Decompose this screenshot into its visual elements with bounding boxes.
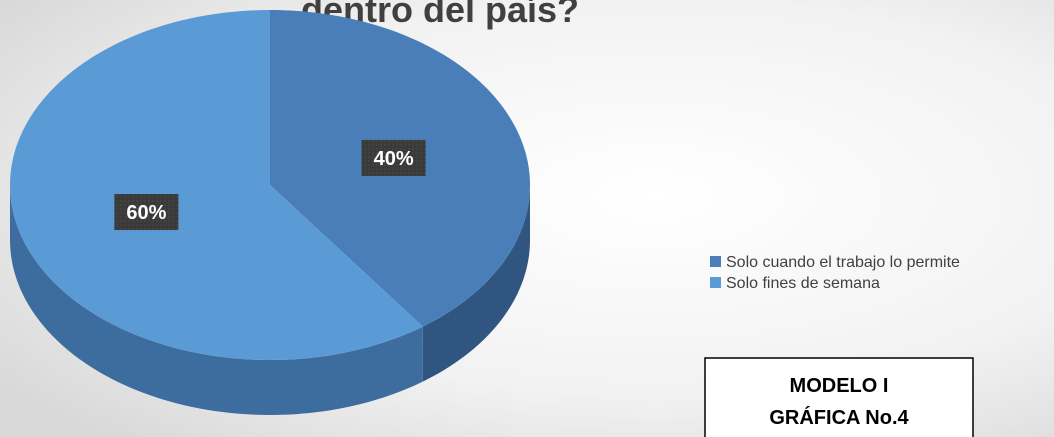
slice-side <box>422 185 530 382</box>
legend-swatch <box>710 256 721 267</box>
legend-label: Solo fines de semana <box>726 275 880 292</box>
legend: Solo cuando el trabajo lo permite Solo fi… <box>710 254 960 292</box>
slice-side <box>10 185 423 415</box>
annotation-line: GRÁFICA No.4 <box>769 406 909 429</box>
slice <box>10 10 423 360</box>
legend-label: Solo cuando el trabajo lo permite <box>726 254 960 271</box>
data-label: 40% <box>374 148 414 170</box>
pie: 40% 60% <box>10 10 530 415</box>
data-label-box <box>114 194 179 231</box>
annotation-box <box>704 357 974 437</box>
data-label-box <box>361 139 426 176</box>
data-label: 60% <box>126 202 166 224</box>
annotation-line: MODELO I <box>790 375 889 397</box>
legend-swatch <box>710 277 721 288</box>
